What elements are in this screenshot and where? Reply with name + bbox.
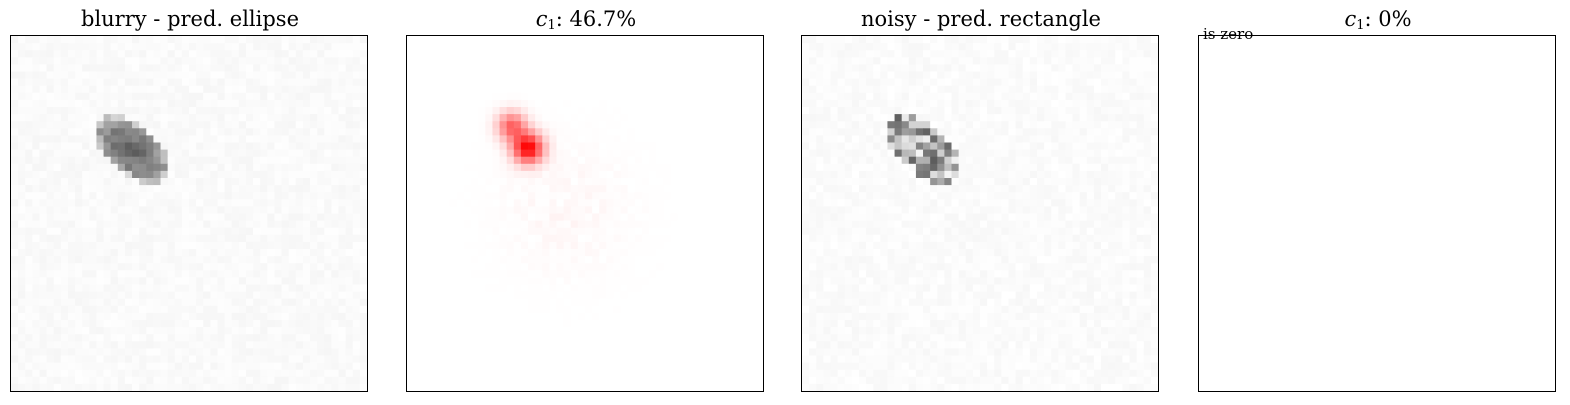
panel-4-title: c1: 0% <box>1198 6 1558 33</box>
noisy-ellipse-pixels <box>802 36 1158 391</box>
empty-attribution-map <box>1198 35 1556 392</box>
noisy-ellipse-image <box>801 35 1159 392</box>
c-subscript: 1 <box>1356 18 1365 33</box>
c-subscript: 1 <box>547 18 556 33</box>
is-zero-note: is zero <box>1203 25 1254 43</box>
attribution-heatmap <box>406 35 764 392</box>
attribution-pixels <box>407 36 763 391</box>
panel-4-value: : 0% <box>1364 7 1412 31</box>
panel-1-title: blurry - pred. ellipse <box>81 7 299 31</box>
blurry-ellipse-image <box>10 35 368 392</box>
panel-3-title: noisy - pred. rectangle <box>861 7 1101 31</box>
panel-2-value: : 46.7% <box>555 7 637 31</box>
c-symbol: c <box>535 7 548 31</box>
panel-2-title: c1: 46.7% <box>406 6 766 33</box>
blurry-ellipse-pixels <box>11 36 367 391</box>
c-symbol: c <box>1344 7 1357 31</box>
